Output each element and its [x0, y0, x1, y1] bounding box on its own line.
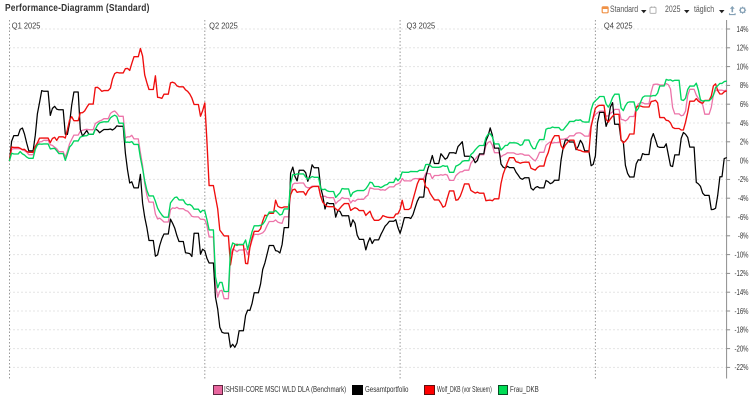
svg-text:-2%: -2%: [738, 177, 749, 185]
svg-text:10%: 10%: [737, 64, 750, 72]
svg-text:6%: 6%: [740, 101, 749, 109]
svg-text:-4%: -4%: [738, 195, 749, 203]
svg-text:8%: 8%: [740, 83, 749, 91]
svg-text:Q4 2025: Q4 2025: [604, 21, 633, 30]
svg-text:-22%: -22%: [734, 365, 749, 373]
svg-text:Q1 2025: Q1 2025: [12, 21, 41, 30]
svg-text:12%: 12%: [737, 45, 750, 53]
svg-text:4%: 4%: [740, 120, 749, 128]
svg-text:Q3 2025: Q3 2025: [407, 21, 436, 30]
svg-text:14%: 14%: [737, 26, 750, 34]
svg-text:2%: 2%: [740, 139, 749, 147]
svg-text:-12%: -12%: [734, 271, 749, 279]
svg-text:Q2 2025: Q2 2025: [209, 21, 238, 30]
svg-text:-10%: -10%: [734, 252, 749, 260]
svg-text:0%: 0%: [740, 158, 749, 166]
svg-text:-20%: -20%: [734, 346, 749, 354]
svg-text:-6%: -6%: [738, 214, 749, 222]
svg-text:-18%: -18%: [734, 327, 749, 335]
svg-text:-8%: -8%: [738, 233, 749, 241]
svg-text:-14%: -14%: [734, 289, 749, 297]
svg-text:-16%: -16%: [734, 308, 749, 316]
